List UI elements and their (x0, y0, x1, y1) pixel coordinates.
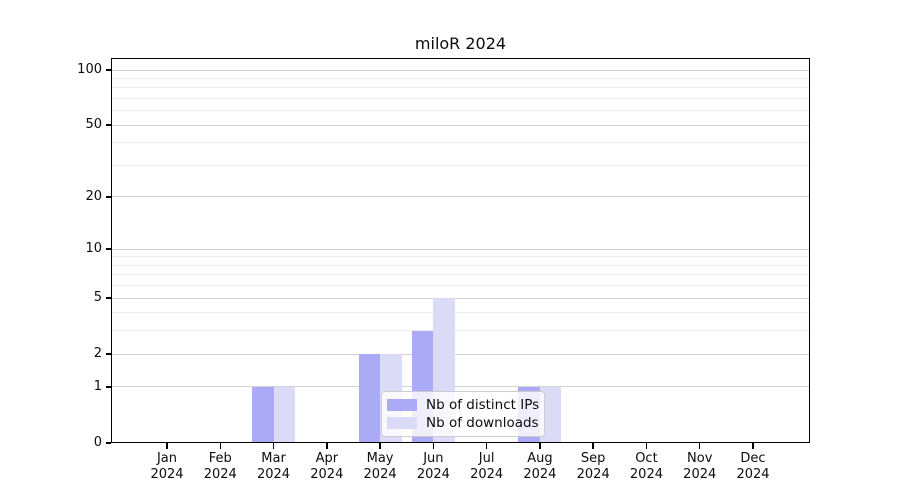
x-tick-label: Jan 2024 (139, 451, 195, 483)
legend: Nb of distinct IPs Nb of downloads (381, 391, 545, 437)
x-tick-mark (539, 443, 541, 449)
y-tick-mark (106, 442, 111, 444)
legend-swatch-distinct-ips (387, 399, 417, 411)
legend-swatch-downloads (387, 417, 417, 429)
x-tick-month: Jun (423, 451, 444, 466)
bar-downloads-mar (273, 386, 296, 443)
minor-gridline (111, 264, 810, 266)
x-tick-month: Jul (478, 451, 495, 466)
x-tick-label: Mar 2024 (246, 451, 302, 483)
minor-gridline (111, 164, 810, 166)
y-tick-label: 2 (93, 346, 102, 362)
major-gridline (111, 386, 810, 388)
x-tick-year: 2024 (629, 467, 663, 482)
minor-gridline (111, 330, 810, 332)
legend-label-downloads: Nb of downloads (426, 415, 539, 431)
x-tick-mark (485, 443, 488, 449)
y-tick-mark (106, 386, 111, 388)
plot-area (111, 58, 810, 443)
minor-gridline (111, 274, 810, 276)
x-tick-month: Feb (208, 451, 232, 466)
x-tick-label: Jun 2024 (405, 451, 461, 483)
y-tick-label: 50 (85, 117, 102, 133)
x-tick-year: 2024 (203, 467, 237, 482)
y-tick-mark (106, 248, 111, 250)
x-tick-label: Sep 2024 (565, 451, 621, 483)
x-tick-year: 2024 (150, 467, 184, 482)
x-tick-year: 2024 (683, 467, 717, 482)
x-tick-year: 2024 (470, 467, 504, 482)
x-tick-month: Apr (315, 451, 339, 466)
y-tick-mark (106, 69, 111, 71)
y-tick-mark (106, 297, 111, 299)
y-tick-label: 5 (93, 290, 102, 306)
x-tick-year: 2024 (523, 467, 557, 482)
axes-spines (111, 58, 810, 443)
x-tick-label: Dec 2024 (725, 451, 781, 483)
x-tick-mark (432, 443, 435, 449)
minor-gridline (111, 256, 810, 258)
x-tick-label: Apr 2024 (299, 451, 355, 483)
minor-gridline (111, 285, 810, 287)
x-tick-month: Nov (687, 451, 713, 466)
legend-label-distinct-ips: Nb of distinct IPs (426, 397, 540, 413)
x-tick-month: Sep (580, 451, 606, 466)
x-tick-mark (326, 443, 328, 449)
major-gridline (111, 248, 810, 250)
x-tick-mark (592, 443, 594, 449)
chart-title: miloR 2024 (414, 34, 507, 53)
y-tick-label: 20 (85, 188, 102, 204)
minor-gridline (111, 142, 810, 144)
x-tick-month: Jan (156, 451, 178, 466)
bar-downloads-aug (539, 386, 562, 443)
x-tick-month: Mar (261, 451, 286, 466)
x-tick-label: Oct 2024 (618, 451, 674, 483)
bar-distinct-ips-may (358, 354, 381, 443)
x-tick-year: 2024 (363, 467, 397, 482)
x-tick-label: May 2024 (352, 451, 408, 483)
y-tick-label: 100 (77, 62, 102, 77)
x-tick-mark (752, 443, 754, 449)
x-tick-label: Jul 2024 (459, 451, 515, 483)
legend-item-downloads: Nb of downloads (387, 414, 539, 432)
major-gridline (111, 297, 810, 299)
x-tick-month: May (366, 451, 394, 466)
y-tick-label: 10 (85, 241, 102, 257)
x-tick-label: Aug 2024 (512, 451, 568, 483)
x-tick-label: Nov 2024 (672, 451, 728, 483)
minor-gridline (111, 110, 810, 112)
x-tick-mark (166, 443, 168, 449)
legend-item-distinct-ips: Nb of distinct IPs (387, 396, 540, 414)
x-tick-mark (379, 443, 381, 449)
y-tick-label: 1 (93, 378, 102, 394)
x-tick-year: 2024 (576, 467, 610, 482)
bar-distinct-ips-mar (252, 386, 274, 443)
minor-gridline (111, 77, 810, 79)
x-tick-month: Dec (740, 451, 766, 466)
x-tick-year: 2024 (736, 467, 770, 482)
minor-gridline (111, 87, 810, 89)
major-gridline (111, 124, 810, 126)
y-tick-mark (106, 196, 111, 198)
y-tick-mark (106, 353, 111, 355)
x-tick-mark (698, 443, 701, 449)
minor-gridline (111, 312, 810, 314)
x-tick-year: 2024 (416, 467, 450, 482)
major-gridline (111, 69, 810, 71)
x-tick-label: Feb 2024 (192, 451, 248, 483)
major-gridline (111, 353, 810, 355)
minor-gridline (111, 97, 810, 99)
x-tick-year: 2024 (310, 467, 344, 482)
y-tick-label: 0 (93, 435, 102, 450)
major-gridline (111, 196, 810, 198)
x-tick-month: Aug (527, 451, 553, 466)
y-tick-mark (106, 124, 111, 126)
x-tick-month: Oct (635, 451, 658, 466)
x-tick-mark (219, 443, 222, 449)
x-tick-year: 2024 (256, 467, 291, 482)
x-tick-mark (645, 443, 648, 449)
x-tick-mark (272, 443, 275, 449)
